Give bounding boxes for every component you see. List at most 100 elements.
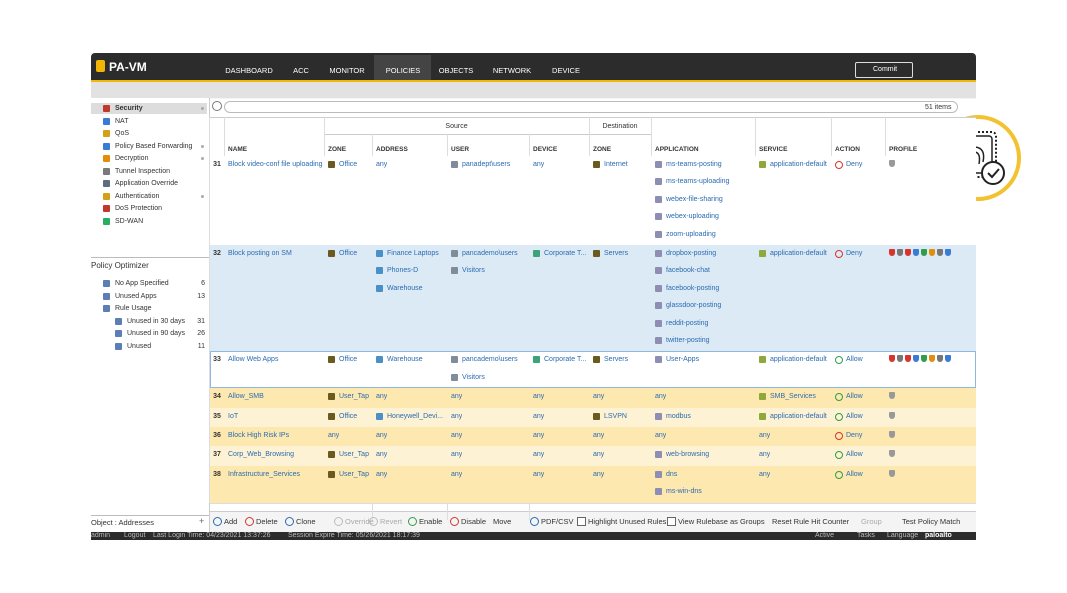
status-text[interactable]: Language [887,532,919,539]
column-header[interactable]: USER [451,146,470,153]
source-address: any [376,470,388,478]
service-icon [759,393,766,401]
status-text: Last Login Time: 04/23/2021 13:37:26 [153,532,271,539]
rule-name[interactable]: Block posting on SM [228,250,292,257]
service-icon [759,161,766,168]
table-row[interactable] [210,245,976,353]
toolbar-button[interactable]: Reset Rule Hit Counter [772,517,850,526]
rule-name[interactable]: Allow_SMB [228,393,264,401]
application: facebook-chat [666,267,710,275]
source-zone: any [328,432,340,439]
policy-item[interactable]: SD-WAN [115,217,144,225]
toolbar-button[interactable]: Highlight Unused Rules [588,517,667,526]
profile-icon [937,355,943,363]
nav-tab[interactable]: DASHBOARD [225,66,273,75]
table-row[interactable] [210,465,976,504]
policy-icon [103,130,110,137]
nav-tab[interactable]: MONITOR [329,66,365,75]
policy-item[interactable]: Authentication [115,192,160,200]
policy-item[interactable]: Security [115,105,143,112]
optimizer-item[interactable]: No App Specified [115,280,169,287]
policy-item[interactable]: Tunnel Inspection [115,167,170,175]
column-header[interactable]: APPLICATION [655,146,699,153]
column-header[interactable]: ACTION [835,146,860,153]
group-header: Source [445,123,468,130]
rule-name[interactable]: IoT [228,412,239,420]
service: any [759,451,771,459]
column-header[interactable]: DEVICE [533,146,558,153]
policy-item[interactable]: DoS Protection [115,205,163,212]
toolbar-button[interactable]: Group [861,517,882,526]
column-header[interactable]: ZONE [593,146,612,153]
toolbar-button[interactable]: Disable [461,517,487,526]
table-row[interactable] [210,156,976,246]
column-header[interactable]: ADDRESS [376,146,408,153]
destination-zone: any [593,432,605,439]
source-zone: Office [339,412,358,420]
add-icon[interactable]: + [199,516,205,526]
application: twitter-posting [666,337,710,344]
optimizer-item[interactable]: Rule Usage [115,305,152,312]
rule-name[interactable]: Corp_Web_Browsing [228,451,295,459]
toolbar-button[interactable]: Clone [296,517,316,526]
toolbar-button[interactable]: View Rulebase as Groups [678,517,765,526]
nav-tab[interactable]: OBJECTS [438,66,474,75]
policy-item[interactable]: Policy Based Forwarding [115,142,193,150]
status-text[interactable]: Tasks [857,532,875,539]
nav-tab[interactable]: POLICIES [385,66,421,75]
rule-name[interactable]: Infrastructure_Services [228,470,300,478]
toolbar-button[interactable]: Move [493,517,512,526]
profile-icon [913,355,919,363]
logo: PA-VM [109,60,147,74]
application-icon [655,488,662,496]
destination-zone: any [593,470,605,478]
optimizer-item[interactable]: Unused [127,342,152,350]
policy-item[interactable]: NAT [115,117,129,125]
column-header[interactable]: SERVICE [759,146,788,153]
toolbar-button[interactable]: Revert [380,517,403,526]
source-zone-icon [328,356,335,364]
nav-tab[interactable]: NETWORK [492,66,532,75]
policy-item[interactable]: Decryption [115,155,149,162]
search-icon[interactable] [212,101,222,111]
status-text[interactable]: Logout [124,532,146,539]
service-icon [759,412,766,420]
toolbar-button[interactable]: Add [224,517,238,526]
nav-tab[interactable]: DEVICE [552,66,580,75]
checkbox[interactable] [577,517,586,526]
rule-name[interactable]: Allow Web Apps [228,356,279,364]
policy-item[interactable]: QoS [115,130,130,137]
rule-name[interactable]: Block video-conf file uploading [228,161,323,168]
application: dropbox-posting [666,250,717,257]
toolbar-button[interactable]: Test Policy Match [902,517,961,526]
status-text[interactable]: Active [815,532,835,539]
optimizer-item[interactable]: Unused Apps [115,292,157,300]
group-rule [324,134,651,135]
toolbar-button[interactable]: Delete [256,517,278,526]
column-header[interactable]: NAME [228,146,248,153]
source-zone: User_Tap [339,470,369,478]
optimizer-icon [103,280,110,287]
column-header[interactable]: PROFILE [889,146,918,153]
policy-icon [103,217,110,225]
action-icon [835,356,843,365]
profile-icon [889,355,895,363]
checkbox[interactable] [667,517,676,526]
source-device: any [533,161,545,168]
search-box[interactable] [224,101,958,113]
rule-name[interactable]: Block High Risk IPs [228,432,290,439]
toolbar-button[interactable]: PDF/CSV [541,517,574,526]
bottom-toolbar [210,511,976,533]
action-icon [835,451,843,460]
policy-item[interactable]: Application Override [115,180,179,187]
toolbar-button[interactable]: Enable [419,517,443,526]
toolbar-button[interactable]: Override [345,517,374,526]
optimizer-item[interactable]: Unused in 90 days [127,330,185,337]
commit-button[interactable] [855,62,913,78]
optimizer-item[interactable]: Unused in 30 days [127,317,185,325]
column-header[interactable]: ZONE [328,146,347,153]
profile-icon [889,160,895,167]
dot [201,144,204,148]
nav-tab[interactable]: ACC [293,66,309,75]
source-user: pancademo\users [462,250,518,257]
